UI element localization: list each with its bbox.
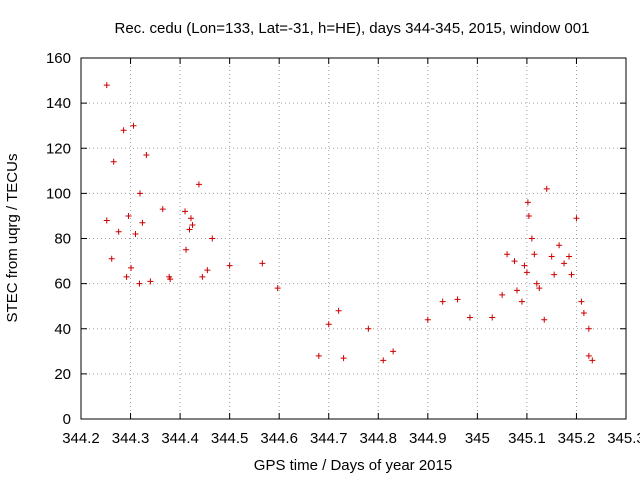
y-tick-label: 80: [54, 231, 71, 248]
data-points: [103, 82, 596, 364]
data-point: [159, 206, 166, 213]
data-point: [454, 296, 461, 303]
data-point: [380, 357, 387, 364]
data-point: [132, 230, 139, 237]
data-point: [580, 309, 587, 316]
data-point: [548, 253, 555, 260]
x-tick-label: 344.9: [409, 430, 447, 447]
data-point: [335, 307, 342, 314]
data-point: [390, 348, 397, 355]
x-tick-label: 344.2: [62, 430, 100, 447]
data-point: [259, 260, 266, 267]
data-point: [514, 287, 520, 294]
data-point: [147, 278, 154, 285]
data-point: [325, 321, 332, 328]
data-point: [120, 127, 127, 134]
data-point: [103, 217, 110, 224]
data-point: [209, 235, 216, 242]
data-point: [489, 314, 496, 321]
data-point: [136, 190, 143, 197]
x-axis-ticks: 344.2 344.3 344.4 344.5 344.6 344.7 344.8 344.9…: [62, 58, 640, 447]
data-point: [566, 253, 573, 260]
data-point: [187, 215, 194, 222]
y-tick-label: 120: [46, 140, 71, 157]
y-tick-label: 140: [46, 95, 71, 112]
y-axis-label: STEC from uqrg / TECUs: [4, 154, 21, 323]
data-point: [561, 260, 568, 267]
data-point: [543, 185, 550, 192]
y-tick-label: 0: [63, 411, 71, 428]
data-point: [103, 82, 110, 89]
y-tick-label: 60: [54, 276, 71, 293]
data-point: [578, 298, 585, 305]
data-point: [125, 212, 132, 219]
data-point: [195, 181, 202, 188]
data-point: [556, 242, 563, 249]
data-point: [466, 314, 473, 321]
data-point: [524, 199, 531, 206]
chart-title: Rec. cedu (Lon=133, Lat=-31, h=HE), days…: [115, 20, 590, 37]
data-point: [123, 273, 130, 280]
data-point: [525, 212, 532, 219]
data-point: [130, 122, 137, 129]
data-point: [199, 273, 206, 280]
data-point: [533, 280, 540, 287]
data-point: [573, 215, 580, 222]
x-tick-label: 344.3: [112, 430, 150, 447]
grid: [81, 58, 626, 419]
x-tick-label: 344.8: [359, 430, 397, 447]
y-tick-label: 160: [46, 50, 71, 67]
data-point: [499, 291, 506, 298]
data-point: [315, 352, 322, 359]
x-tick-label: 344.4: [161, 430, 199, 447]
data-point: [531, 251, 538, 258]
data-point: [589, 357, 596, 364]
data-point: [182, 208, 189, 215]
data-point: [504, 251, 511, 258]
data-point: [424, 316, 431, 323]
data-point: [541, 316, 548, 323]
data-point: [585, 352, 592, 359]
data-point: [139, 219, 146, 226]
data-point: [523, 269, 530, 276]
data-point: [110, 158, 117, 165]
x-tick-label: 345: [465, 430, 490, 447]
data-point: [340, 355, 347, 362]
x-tick-label: 345.2: [558, 430, 596, 447]
data-point: [186, 226, 193, 233]
data-point: [136, 280, 143, 287]
data-point: [128, 264, 135, 271]
data-point: [518, 298, 525, 305]
data-point: [568, 271, 575, 278]
data-point: [585, 325, 592, 332]
data-point: [274, 285, 281, 292]
x-tick-label: 345.3: [607, 430, 640, 447]
y-tick-label: 100: [46, 185, 71, 202]
data-point: [189, 221, 196, 228]
data-point: [439, 298, 446, 305]
data-point: [521, 262, 528, 269]
y-axis-ticks: 0 20 40 60 80 100 120 140 160: [46, 50, 626, 428]
data-point: [108, 255, 115, 262]
y-tick-label: 40: [54, 321, 71, 338]
y-tick-label: 20: [54, 366, 71, 383]
x-tick-label: 344.6: [260, 430, 298, 447]
x-tick-label: 344.5: [211, 430, 249, 447]
data-point: [551, 271, 558, 278]
data-point: [365, 325, 372, 332]
data-point: [511, 258, 518, 265]
x-axis-label: GPS time / Days of year 2015: [254, 457, 452, 474]
data-point: [115, 228, 122, 235]
data-point: [528, 235, 535, 242]
data-point: [204, 267, 211, 274]
data-point: [183, 246, 190, 253]
data-point: [536, 285, 543, 292]
data-point: [166, 273, 173, 280]
x-tick-label: 345.1: [508, 430, 546, 447]
x-tick-label: 344.7: [310, 430, 348, 447]
data-point: [143, 152, 150, 159]
data-point: [226, 262, 233, 269]
